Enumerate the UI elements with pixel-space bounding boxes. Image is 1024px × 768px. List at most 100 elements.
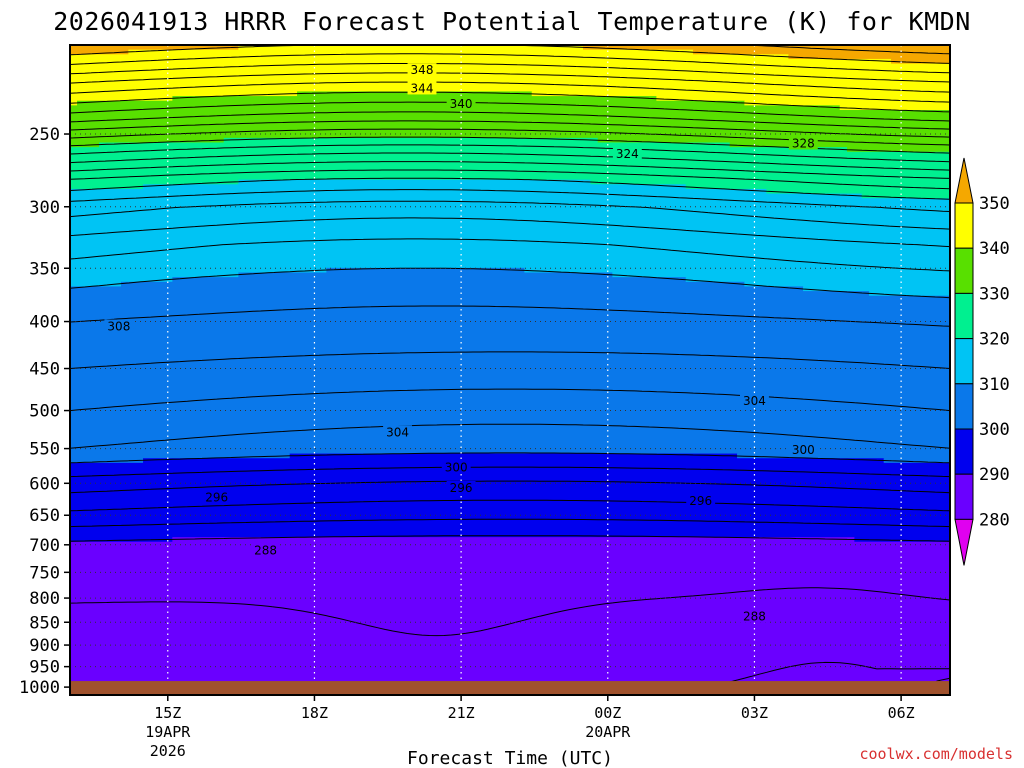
- theta-band-cell: [70, 616, 950, 622]
- theta-band-cell: [143, 458, 885, 464]
- contour-label-text: 348: [411, 63, 434, 77]
- theta-band-cell: [70, 425, 950, 431]
- theta-band-cell: [70, 370, 950, 376]
- contour-label-bg: [383, 425, 413, 439]
- theta-band-cell: [70, 188, 767, 195]
- colorbar-label: 320: [979, 330, 1010, 350]
- contour-labels: 348 344 340 328 324 308 304 304 300 300 296 296 296 2…: [104, 63, 818, 624]
- x-tick-label: 03Z: [741, 704, 768, 722]
- theta-band-cell: [788, 54, 950, 60]
- theta-band-cell: [70, 235, 950, 241]
- theta-band-cell: [70, 509, 950, 515]
- contour-label-text: 300: [445, 461, 468, 475]
- theta-band-cell: [70, 45, 239, 51]
- theta-band-cell: [839, 105, 950, 111]
- theta-band-cell: [70, 170, 950, 176]
- theta-band-cell: [685, 277, 950, 283]
- theta-band-cell: [531, 91, 950, 97]
- colorbar-segment: [954, 428, 974, 475]
- theta-band-cell: [128, 49, 694, 55]
- theta-band-cell: [70, 175, 950, 181]
- theta-band-cell: [70, 402, 950, 408]
- theta-band-cell: [223, 137, 599, 144]
- x-tick-label: 18Z: [301, 704, 328, 722]
- theta-band-cell: [70, 495, 950, 501]
- y-tick-label: 400: [29, 313, 60, 333]
- theta-band-cell: [70, 263, 950, 269]
- theta-band-cell: [70, 574, 950, 580]
- theta-band-cell: [70, 249, 950, 255]
- y-tick-label: 500: [29, 402, 60, 422]
- theta-band-cell: [238, 45, 584, 51]
- colorbar-segment: [954, 247, 974, 294]
- theta-band-cell: [70, 527, 950, 534]
- theta-band-cell: [70, 597, 950, 603]
- theta-band-cell: [70, 435, 950, 441]
- contour-label-text: 296: [450, 481, 473, 495]
- theta-band-cell: [70, 253, 950, 260]
- theta-band-cell: [70, 467, 950, 473]
- contour-label-bg: [446, 97, 476, 111]
- y-tick-label: 600: [29, 474, 60, 494]
- contour-label-296: 296: [686, 493, 716, 508]
- theta-band-cell: [656, 96, 950, 102]
- theta-band-cell: [70, 305, 950, 311]
- colorbar-segment: [954, 473, 974, 520]
- contour-label-bg: [251, 543, 281, 557]
- theta-band-cell: [70, 267, 327, 274]
- y-tick-label: 450: [29, 360, 60, 380]
- theta-band-cell: [70, 63, 950, 69]
- contour-label-bg: [686, 493, 716, 507]
- theta-band-cell: [70, 54, 789, 60]
- contour-label-304: 304: [383, 425, 413, 439]
- theta-band-cell: [685, 184, 950, 190]
- theta-band-cell: [70, 128, 950, 134]
- theta-band-cell: [172, 277, 687, 283]
- contour-label-text: 300: [792, 443, 815, 457]
- theta-band-cell: [70, 611, 950, 617]
- theta-band-cell: [70, 91, 298, 97]
- y-axis-ticks: 250 300 350 400 450 500 550 600 650 700 750 800 850 9…: [19, 125, 70, 698]
- theta-band-cell: [744, 281, 950, 288]
- theta-band-cell: [70, 309, 950, 315]
- theta-band-cell: [70, 295, 950, 301]
- contour-label-text: 296: [689, 494, 712, 508]
- colorbar-segment: [954, 383, 974, 430]
- theta-band-cell: [70, 198, 950, 204]
- theta-band-cell: [70, 68, 950, 74]
- theta-band-cell: [70, 49, 129, 55]
- theta-band-cell: [70, 602, 950, 608]
- y-tick-label: 950: [29, 658, 60, 678]
- theta-band-cell: [70, 671, 950, 678]
- theta-band-cell: [869, 291, 950, 297]
- contour-label-bg: [739, 393, 769, 407]
- theta-band-cell: [70, 77, 950, 83]
- theta-band-cell: [70, 518, 950, 524]
- theta-band-cell: [737, 453, 950, 459]
- theta-band-cell: [70, 72, 950, 79]
- theta-band-cell: [70, 86, 950, 93]
- theta-band-cell: [70, 161, 950, 167]
- x-axis-label: Forecast Time (UTC): [407, 748, 613, 768]
- theta-band-cell: [70, 625, 950, 631]
- contour-label-text: 304: [386, 425, 409, 439]
- theta-band-cell: [70, 513, 950, 520]
- theta-band-cell: [70, 300, 950, 306]
- theta-band-cell: [70, 578, 950, 585]
- x-tick-label: 20APR: [585, 723, 631, 741]
- contour-label-text: 328: [792, 136, 815, 150]
- contour-label-text: 296: [205, 491, 228, 505]
- plot-frame: [69, 44, 951, 696]
- y-tick-label: 550: [29, 440, 60, 460]
- theta-band-cell: [289, 453, 738, 459]
- theta-band-cell: [70, 156, 950, 162]
- theta-band-cell: [143, 184, 687, 190]
- y-tick-label: 350: [29, 259, 60, 279]
- theta-band-cell: [70, 193, 863, 199]
- contour-label-300: 300: [441, 460, 471, 475]
- theta-band-cell: [172, 537, 855, 543]
- theta-band-cell: [70, 458, 144, 464]
- contour-label-text: 344: [411, 81, 434, 95]
